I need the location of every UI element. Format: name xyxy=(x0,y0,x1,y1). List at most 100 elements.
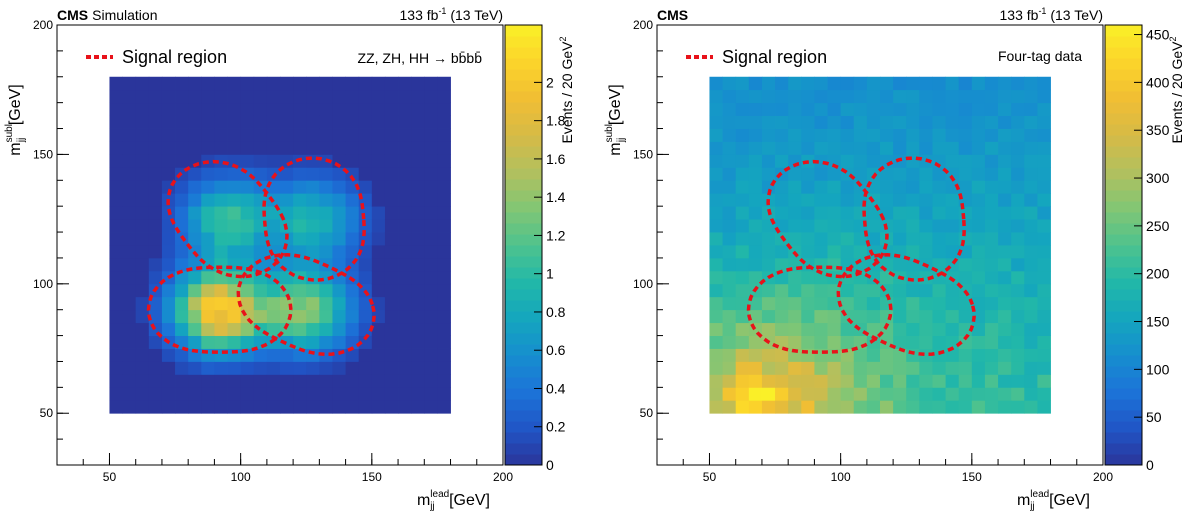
heatmap-bin xyxy=(1024,257,1038,272)
heatmap-bin xyxy=(201,76,215,91)
color-scale-step xyxy=(1105,234,1142,246)
heatmap-bin xyxy=(148,232,163,246)
heatmap-bin xyxy=(801,322,815,336)
heatmap-bin xyxy=(122,232,137,246)
heatmap-bin xyxy=(319,322,333,336)
heatmap-bin xyxy=(266,219,281,233)
color-scale-step xyxy=(505,36,542,48)
heatmap-bin xyxy=(266,232,281,246)
heatmap-bin xyxy=(332,76,346,91)
heatmap-bin xyxy=(109,141,123,155)
heatmap-bin xyxy=(919,115,933,129)
heatmap-bin xyxy=(266,102,281,116)
heatmap-bin xyxy=(411,322,425,336)
heatmap-bin xyxy=(1037,335,1051,349)
heatmap-bin xyxy=(109,245,123,259)
heatmap-bin xyxy=(893,322,907,336)
heatmap-bin xyxy=(148,309,163,324)
heatmap-bin xyxy=(280,374,294,388)
heatmap-bin xyxy=(788,361,802,375)
heatmap-bin xyxy=(958,89,973,104)
heatmap-bin xyxy=(240,232,255,246)
heatmap-bin xyxy=(722,180,737,194)
z-tick-label: 50 xyxy=(1146,409,1162,425)
heatmap-bin xyxy=(958,180,973,194)
heatmap-bin xyxy=(853,115,868,129)
heatmap-bin xyxy=(919,245,933,259)
heatmap-bin xyxy=(893,335,907,349)
heatmap-bin xyxy=(1024,76,1038,91)
heatmap-bin xyxy=(827,102,842,116)
heatmap-bin xyxy=(253,232,268,246)
heatmap-bin xyxy=(122,245,137,259)
color-scale-step xyxy=(1105,421,1142,433)
lumi-label: 133 fb-1 (13 TeV) xyxy=(400,6,504,23)
heatmap-bin xyxy=(371,154,386,168)
heatmap-bin xyxy=(932,193,946,207)
heatmap-bin xyxy=(866,348,881,362)
heatmap-bin xyxy=(175,102,189,116)
heatmap-bin xyxy=(293,309,307,324)
color-scale-step xyxy=(1105,388,1142,400)
heatmap-bin xyxy=(437,167,451,181)
heatmap-bin xyxy=(437,245,451,259)
heatmap-bin xyxy=(253,115,268,129)
heatmap-bin xyxy=(945,283,960,298)
heatmap-bin xyxy=(735,232,750,246)
heatmap-bin xyxy=(1024,309,1038,324)
heatmap-bin xyxy=(371,102,386,116)
heatmap-bin xyxy=(893,102,907,116)
heatmap-bin xyxy=(1037,270,1051,285)
heatmap-bin xyxy=(906,219,920,233)
heatmap-bin xyxy=(788,89,802,104)
heatmap-bin xyxy=(761,154,776,168)
heatmap-bin xyxy=(971,322,986,336)
heatmap-bin xyxy=(201,141,215,155)
heatmap-bin xyxy=(1037,154,1051,168)
color-scale-step xyxy=(1105,410,1142,422)
heatmap-bin xyxy=(135,206,150,220)
heatmap-bin xyxy=(109,102,123,116)
heatmap-bin xyxy=(984,348,999,362)
heatmap-bin xyxy=(175,154,189,168)
heatmap-bin xyxy=(358,322,373,336)
heatmap-bin xyxy=(984,76,999,91)
heatmap-bin xyxy=(919,283,933,298)
heatmap-bin xyxy=(148,374,163,388)
heatmap-bin xyxy=(971,348,986,362)
heatmap-bin xyxy=(240,283,255,298)
heatmap-bin xyxy=(148,348,163,362)
heatmap-bin xyxy=(214,232,228,246)
heatmap-bin xyxy=(932,400,946,414)
heatmap-bin xyxy=(109,89,123,104)
heatmap-bin xyxy=(814,270,828,285)
heatmap-bin xyxy=(814,309,828,324)
heatmap-bin xyxy=(175,374,189,388)
color-scale-step xyxy=(505,278,542,290)
heatmap-bin xyxy=(306,167,320,181)
heatmap-bin xyxy=(906,193,920,207)
heatmap-bin xyxy=(371,206,386,220)
legend-label: Signal region xyxy=(122,47,227,67)
heatmap-bin xyxy=(748,335,763,349)
heatmap-bin xyxy=(945,335,960,349)
heatmap-bin xyxy=(424,102,438,116)
heatmap-bin xyxy=(866,387,881,401)
heatmap-bin xyxy=(201,102,215,116)
heatmap-bin xyxy=(345,348,360,362)
heatmap-bin xyxy=(135,270,150,285)
heatmap-bin xyxy=(1037,193,1051,207)
heatmap-bin xyxy=(122,219,137,233)
heatmap-bin xyxy=(840,128,855,142)
heatmap-bin xyxy=(801,361,815,375)
heatmap-bin xyxy=(919,219,933,233)
heatmap-bin xyxy=(827,193,842,207)
color-scale-step xyxy=(505,366,542,378)
heatmap-bin xyxy=(932,257,946,272)
heatmap-bin xyxy=(735,193,750,207)
color-scale-step xyxy=(505,245,542,257)
heatmap-bin xyxy=(109,257,123,272)
heatmap-bin xyxy=(1024,193,1038,207)
heatmap-bin xyxy=(384,400,399,414)
